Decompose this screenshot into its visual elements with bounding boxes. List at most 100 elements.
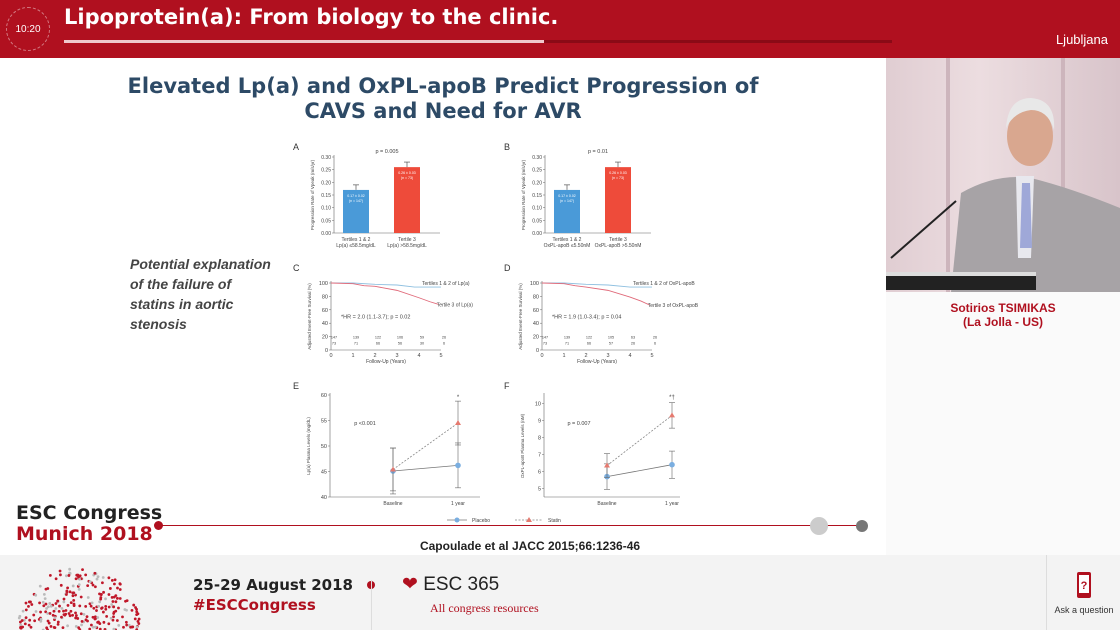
grey-dot-small	[856, 520, 868, 532]
at-risk-count: 147	[331, 336, 337, 340]
at-risk-count: 139	[564, 336, 570, 340]
y-tick-label: 40	[321, 495, 327, 501]
speaker-video[interactable]	[886, 58, 1120, 292]
logo-dot	[45, 603, 48, 606]
x-tick-label: 0	[329, 353, 332, 359]
logo-dot	[19, 623, 22, 626]
series-line-placebo	[607, 465, 672, 477]
logo-dot	[22, 610, 25, 613]
logo-dot	[109, 587, 112, 590]
y-tick-label: 40	[322, 321, 328, 327]
series-label: Tertile 3 of Lp(a)	[437, 302, 473, 308]
y-tick-label: 55	[321, 419, 327, 425]
logo-dot	[114, 594, 117, 597]
placebo-marker	[455, 463, 461, 469]
logo-dot	[25, 616, 28, 619]
congress-hashtag[interactable]: #ESCCongress	[193, 595, 353, 615]
logo-dot	[137, 622, 140, 625]
y-axis-label: Lp(a) Plasma Levels (mg/dL)	[306, 417, 311, 475]
p-value: p = 0.01	[588, 149, 608, 155]
y-tick-label: 100	[530, 281, 539, 287]
logo-dot	[87, 596, 90, 599]
logo-dot	[80, 596, 83, 599]
logo-dot	[62, 610, 65, 613]
logo-dot	[108, 593, 111, 596]
at-risk-count: 73	[332, 342, 336, 346]
logo-dot	[134, 617, 137, 620]
logo-dot	[45, 588, 48, 591]
logo-dot	[59, 573, 62, 576]
logo-dot	[136, 626, 139, 629]
esc365-link[interactable]: ❤ ESC 365	[402, 573, 499, 596]
logo-dot	[119, 583, 122, 586]
at-risk-count: 57	[609, 342, 613, 346]
logo-dot	[65, 609, 68, 612]
bar-data-label: (n = 73)	[612, 176, 624, 180]
at-risk-count: 106	[397, 336, 403, 340]
logo-dot	[126, 599, 129, 602]
esc365-subtitle[interactable]: All congress resources	[430, 601, 539, 616]
logo-dot	[102, 576, 105, 579]
bar-data-label: (n = 147)	[560, 199, 574, 203]
series-line-placebo	[393, 465, 458, 471]
y-tick-label: 0.25	[321, 168, 331, 174]
logo-dot	[68, 574, 71, 577]
logo-dot	[48, 602, 51, 605]
logo-dot	[81, 620, 84, 623]
logo-dot	[74, 612, 77, 615]
logo-dot	[97, 605, 100, 608]
logo-dot	[129, 626, 132, 629]
logo-dot	[40, 618, 43, 621]
logo-dot	[61, 607, 64, 610]
ask-question-button[interactable]: ? Ask a question	[1046, 555, 1120, 630]
hazard-ratio-annotation: *HR = 1.9 (1.0-3.4); p = 0.04	[552, 315, 621, 321]
logo-dot	[86, 615, 89, 618]
y-tick-label: 7	[538, 453, 541, 459]
logo-dot	[28, 601, 31, 604]
logo-dot	[54, 616, 57, 619]
logo-dot	[19, 627, 22, 630]
y-tick-label: 0	[536, 348, 539, 354]
x-axis-label: Follow-Up (Years)	[577, 359, 617, 365]
y-tick-label: 10	[535, 402, 541, 408]
at-risk-count: 30	[420, 342, 424, 346]
y-tick-label: 9	[538, 419, 541, 425]
logo-dot	[25, 609, 28, 612]
esc365-label: ESC 365	[423, 574, 499, 595]
logo-dot	[122, 626, 125, 629]
y-axis-label: Progression Rate of Vpeak (m/s/yr)	[310, 159, 315, 230]
at-risk-count: 26	[653, 336, 657, 340]
at-risk-count: 147	[542, 336, 548, 340]
logo-dot	[50, 605, 53, 608]
logo-dot	[49, 612, 52, 615]
speaker-info: Sotirios TSIMIKAS (La Jolla - US)	[886, 292, 1120, 555]
logo-dot	[107, 622, 110, 625]
logo-dot	[63, 598, 66, 601]
logo-dot	[101, 581, 104, 584]
logo-dot	[18, 617, 21, 620]
bar-data-label: 0.26 ± 0.03	[609, 171, 627, 175]
legend-statin-label: Statin	[548, 518, 561, 524]
at-risk-count: 122	[375, 336, 381, 340]
speaker-name-block: Sotirios TSIMIKAS (La Jolla - US)	[886, 301, 1120, 329]
y-tick-label: 0.05	[532, 218, 542, 224]
logo-dot	[39, 585, 42, 588]
logo-dot	[134, 606, 137, 609]
logo-dot	[58, 610, 61, 613]
logo-dot	[47, 620, 50, 623]
logo-dot	[104, 605, 107, 608]
y-tick-label: 6	[538, 470, 541, 476]
bar-data-label: (n = 73)	[401, 176, 413, 180]
logo-dot	[55, 577, 58, 580]
logo-dot	[107, 576, 110, 579]
logo-dot	[84, 605, 87, 608]
x-tick-label: 4	[417, 353, 420, 359]
at-risk-count: 59	[420, 336, 424, 340]
logo-dot	[112, 615, 115, 618]
logo-dot	[50, 625, 53, 628]
significance-marker: *†	[669, 395, 675, 401]
logo-dot	[117, 624, 120, 627]
logo-dot	[70, 610, 73, 613]
at-risk-count: 139	[353, 336, 359, 340]
logo-dot	[76, 574, 79, 577]
